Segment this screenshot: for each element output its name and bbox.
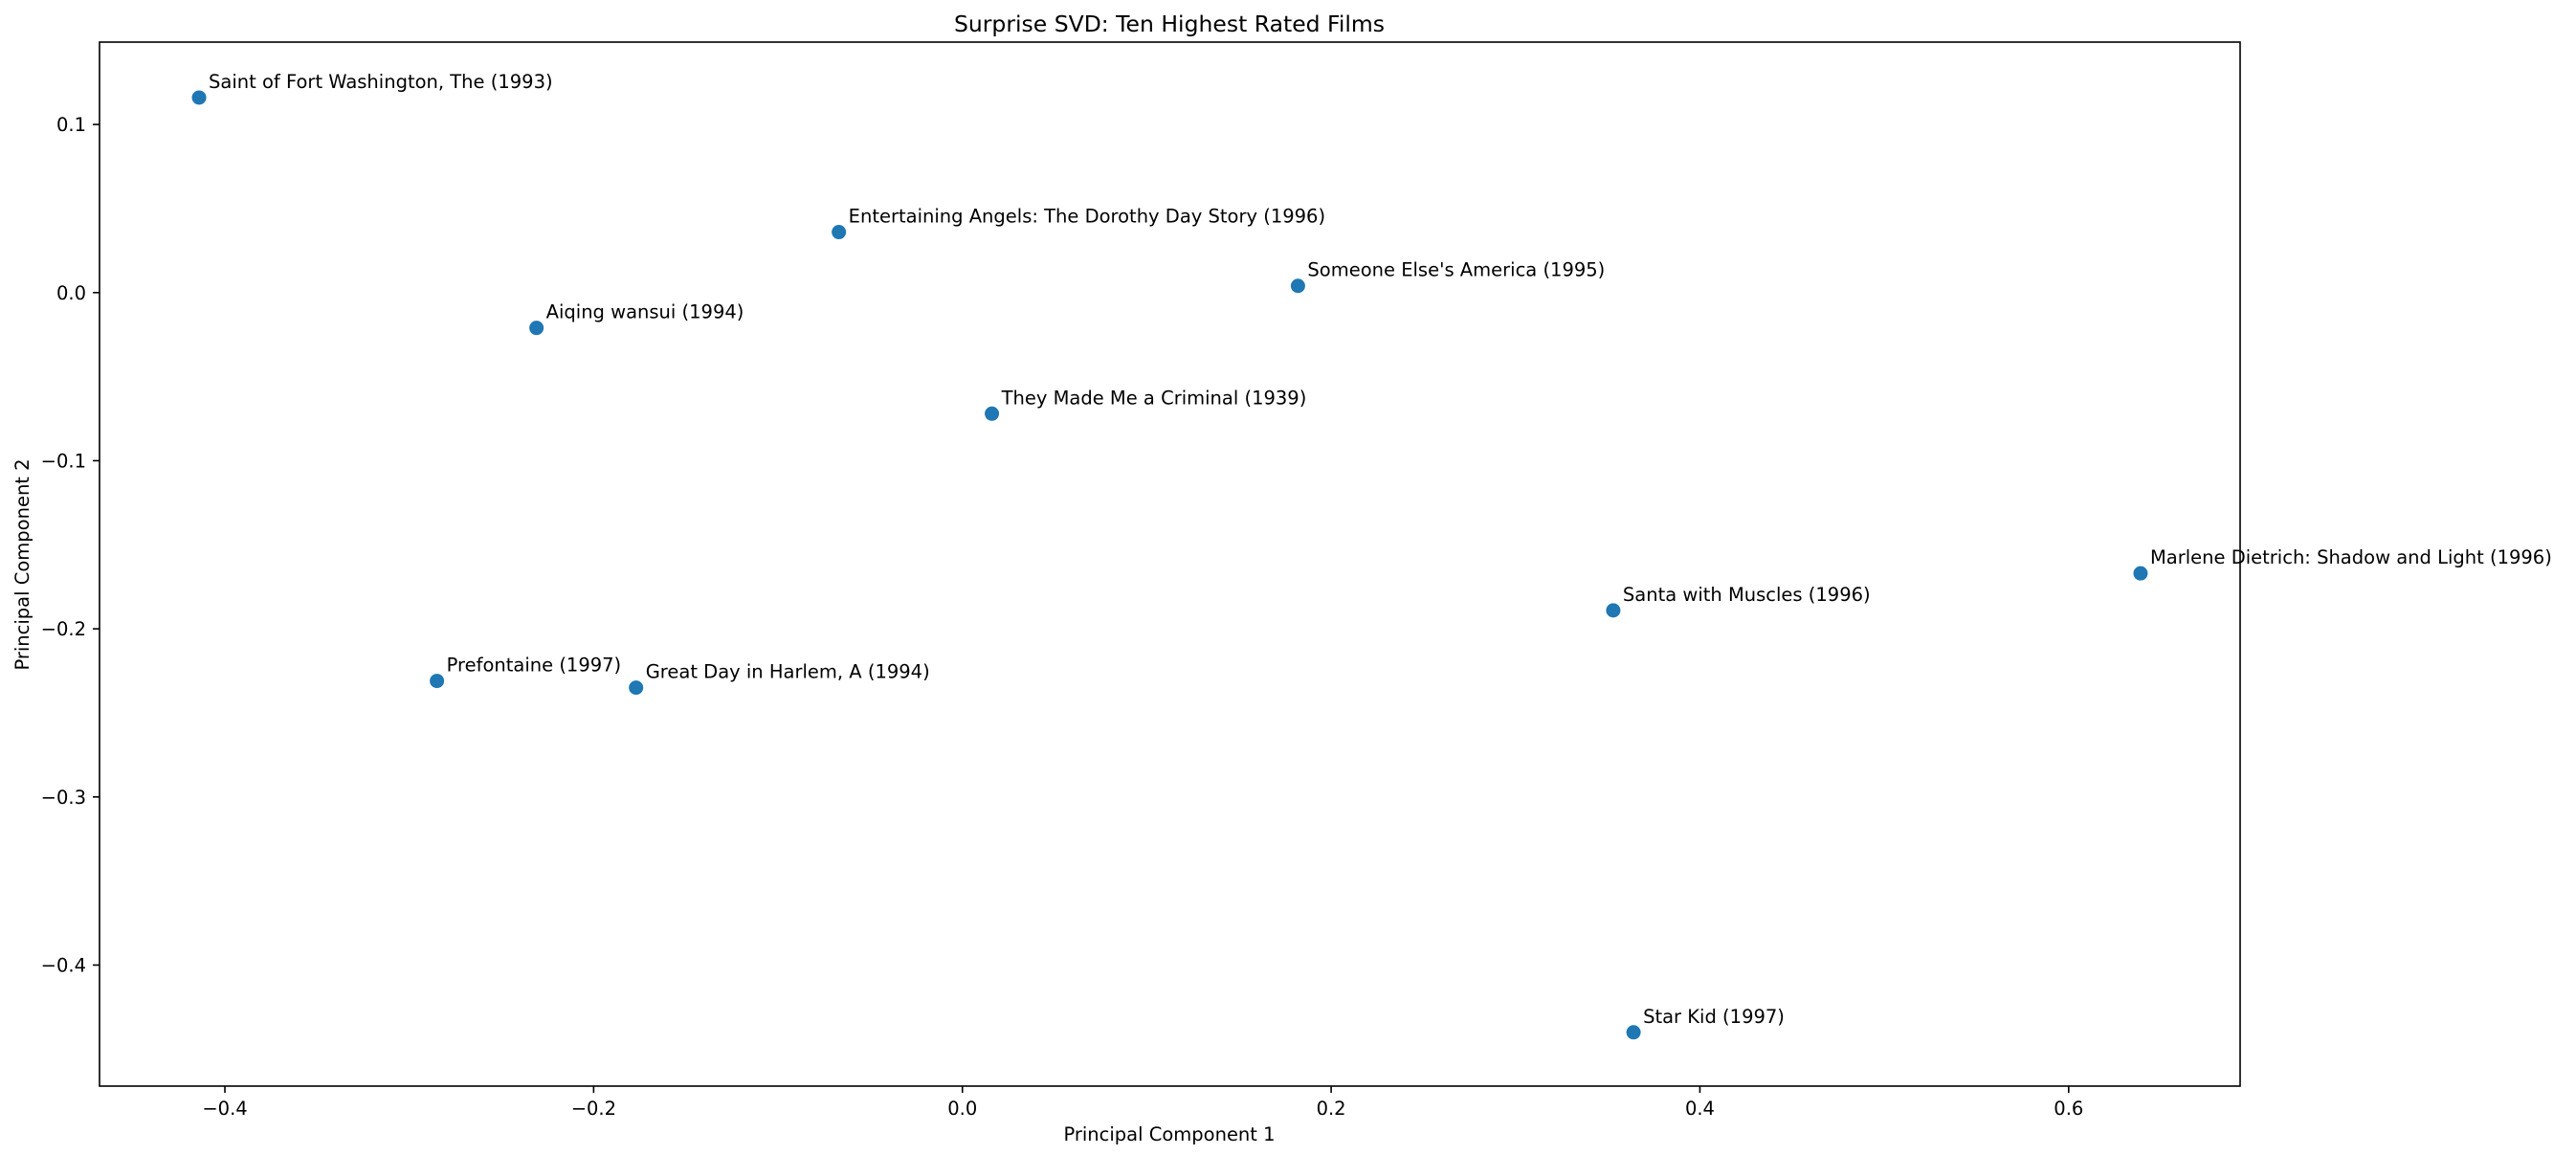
data-points: Saint of Fort Washington, The (1993) Ente…	[191, 71, 2552, 1040]
point-label: Prefontaine (1997)	[447, 655, 622, 677]
y-tick-label: −0.2	[41, 618, 86, 640]
y-tick-label: −0.3	[41, 787, 86, 809]
x-tick-label: 0.0	[947, 1098, 977, 1120]
y-tick-label: −0.1	[41, 450, 86, 472]
point-label: Marlene Dietrich: Shadow and Light (1996…	[2150, 546, 2552, 568]
y-tick-label: 0.1	[56, 114, 86, 136]
x-tick-label: 0.2	[1317, 1098, 1346, 1120]
x-tick-label: 0.6	[2054, 1098, 2083, 1120]
data-point	[832, 225, 847, 240]
x-tick-label: −0.2	[571, 1098, 616, 1120]
data-point	[985, 406, 1000, 421]
data-point	[629, 680, 644, 696]
point-label: Someone Else's America (1995)	[1307, 259, 1605, 281]
data-point	[2133, 566, 2148, 581]
point-label: Aiqing wansui (1994)	[546, 301, 744, 323]
data-point	[1606, 603, 1621, 618]
y-tick-label: −0.4	[41, 955, 86, 977]
x-tick-label: 0.4	[1685, 1098, 1715, 1120]
x-axis-ticks: −0.4 −0.2 0.0 0.2 0.4 0.6	[202, 1086, 2083, 1120]
data-point	[1290, 278, 1305, 294]
data-point	[1626, 1025, 1641, 1040]
x-tick-label: −0.4	[202, 1098, 247, 1120]
x-axis-label: Principal Component 1	[1063, 1123, 1275, 1145]
point-label: Santa with Muscles (1996)	[1623, 584, 1871, 606]
chart-title: Surprise SVD: Ten Highest Rated Films	[954, 11, 1385, 37]
plot-area-frame	[99, 41, 2241, 1087]
point-label: Star Kid (1997)	[1643, 1006, 1785, 1028]
data-point	[191, 90, 207, 105]
point-label: Great Day in Harlem, A (1994)	[646, 661, 930, 683]
data-point	[529, 321, 544, 336]
point-label: Entertaining Angels: The Dorothy Day Sto…	[849, 206, 1325, 228]
y-axis-ticks: 0.1 0.0 −0.1 −0.2 −0.3 −0.4	[41, 114, 100, 977]
y-tick-label: 0.0	[56, 282, 86, 304]
data-point	[430, 674, 445, 689]
point-label: They Made Me a Criminal (1939)	[1001, 387, 1307, 409]
y-axis-label: Principal Component 2	[11, 458, 33, 670]
point-label: Saint of Fort Washington, The (1993)	[209, 71, 553, 93]
